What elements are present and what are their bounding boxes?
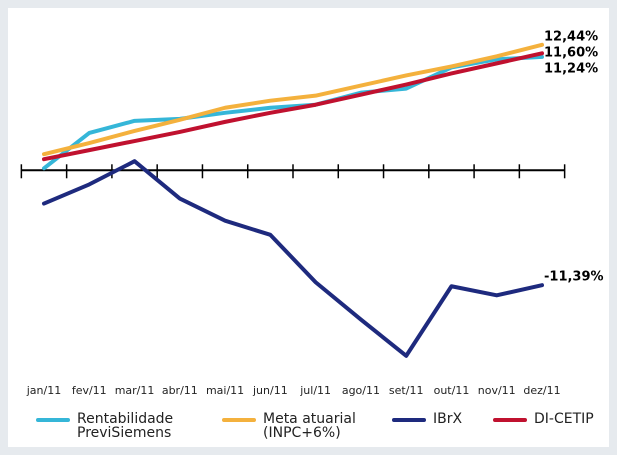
series-line xyxy=(42,54,544,171)
legend-label: Meta atuarial (INPC+6%) xyxy=(263,411,356,441)
x-tick-label: set/11 xyxy=(389,384,424,397)
legend-item: DI-CETIP xyxy=(493,412,594,426)
value-label: 11,60% xyxy=(544,45,598,60)
legend-label: Rentabilidade PreviSiemens xyxy=(77,411,174,441)
panel xyxy=(8,8,609,447)
x-tick-label: nov/11 xyxy=(478,384,516,397)
x-tick-label: jun/11 xyxy=(252,384,288,397)
x-tick-label: fev/11 xyxy=(72,384,107,397)
legend-label: IBrX xyxy=(433,411,463,427)
legend-item: Meta atuarial (INPC+6%) xyxy=(222,412,383,440)
series-line xyxy=(42,51,544,162)
legend-item: IBrX xyxy=(392,412,493,426)
x-tick-label: abr/11 xyxy=(162,384,198,397)
x-tick-label: jul/11 xyxy=(299,384,331,397)
x-tick-label: mai/11 xyxy=(206,384,244,397)
x-tick-label: out/11 xyxy=(434,384,470,397)
legend-swatch xyxy=(493,418,527,422)
legend-swatch xyxy=(222,418,256,422)
legend-swatch xyxy=(36,418,70,422)
series-line xyxy=(42,159,544,358)
series-line xyxy=(42,42,544,157)
x-tick-label: ago/11 xyxy=(342,384,380,397)
legend-swatch xyxy=(392,418,426,422)
legend-item: Rentabilidade PreviSiemens xyxy=(36,412,207,440)
value-label: 12,44% xyxy=(544,29,598,44)
x-tick-label: dez/11 xyxy=(523,384,560,397)
value-label: -11,39% xyxy=(544,270,604,285)
x-tick-label: jan/11 xyxy=(26,384,61,397)
x-tick-label: mar/11 xyxy=(115,384,155,397)
legend-label: DI-CETIP xyxy=(534,411,594,427)
value-label: 11,24% xyxy=(544,61,598,76)
